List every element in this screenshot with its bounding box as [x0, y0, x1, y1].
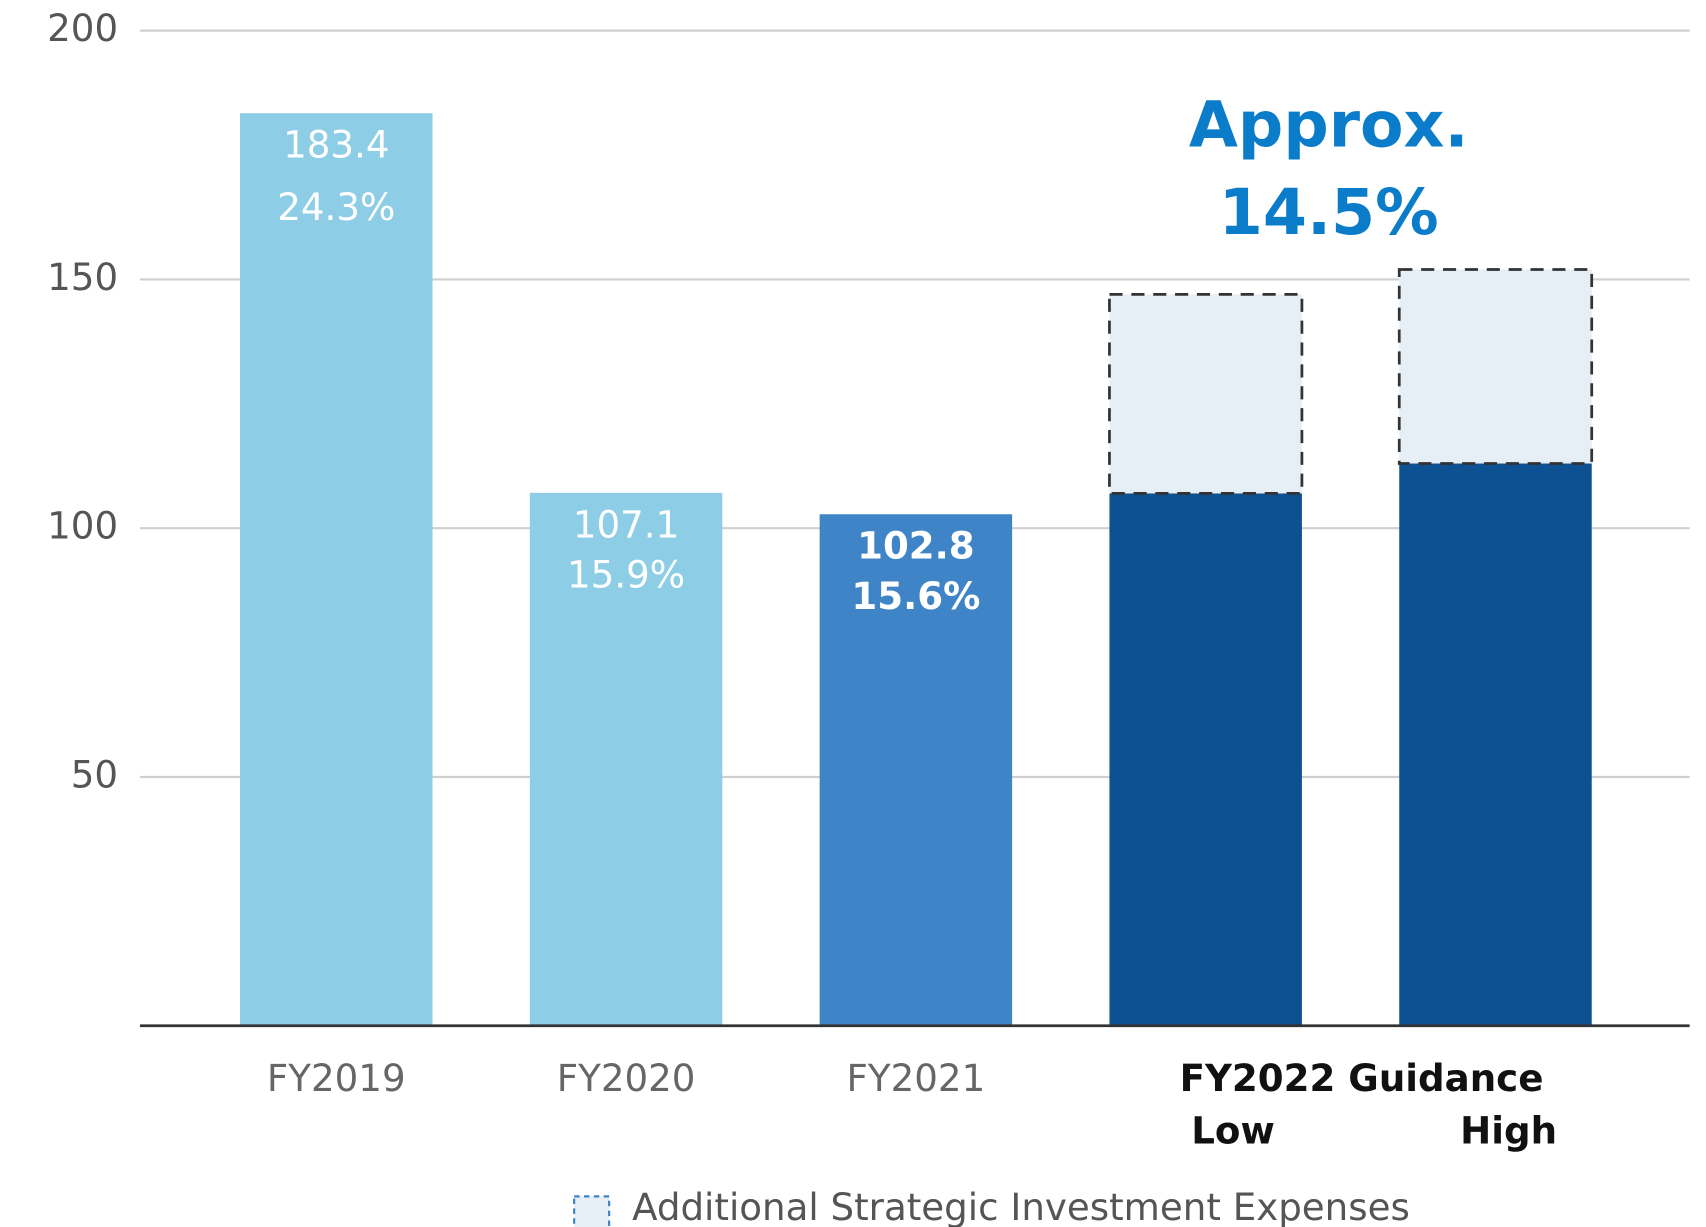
bar-segment [1397, 268, 1594, 465]
bar [1399, 463, 1592, 1026]
margin-label: 15.9% [567, 553, 685, 597]
value-label: 183.4 [283, 123, 389, 167]
bar [1109, 493, 1302, 1026]
x-tick-label: Low [1191, 1108, 1275, 1152]
bar [819, 514, 1013, 1026]
bar [240, 113, 433, 1026]
legend-swatch [573, 1195, 611, 1227]
margin-label: 24.3% [277, 185, 395, 229]
x-tick-label: High [1460, 1108, 1557, 1152]
y-tick-label: 150 [47, 255, 118, 299]
value-label: 107.1 [573, 502, 679, 546]
bar [529, 492, 723, 1026]
x-tick-label: FY2020 [557, 1056, 696, 1100]
bar-segment [1108, 292, 1304, 495]
legend-label: Additional Strategic Investment Expenses [632, 1185, 1410, 1227]
y-tick-label: 50 [71, 752, 118, 796]
y-tick-label: 200 [47, 6, 118, 50]
category-group-label: FY2022 Guidance [1180, 1056, 1544, 1100]
margin-label: 15.6% [851, 574, 980, 618]
annotation: Approx. [1189, 88, 1469, 162]
value-label: 102.8 [857, 524, 975, 568]
annotation: 14.5% [1219, 175, 1439, 249]
x-tick-label: FY2019 [267, 1056, 406, 1100]
y-tick-label: 100 [47, 504, 118, 548]
x-tick-label: FY2021 [847, 1056, 986, 1100]
